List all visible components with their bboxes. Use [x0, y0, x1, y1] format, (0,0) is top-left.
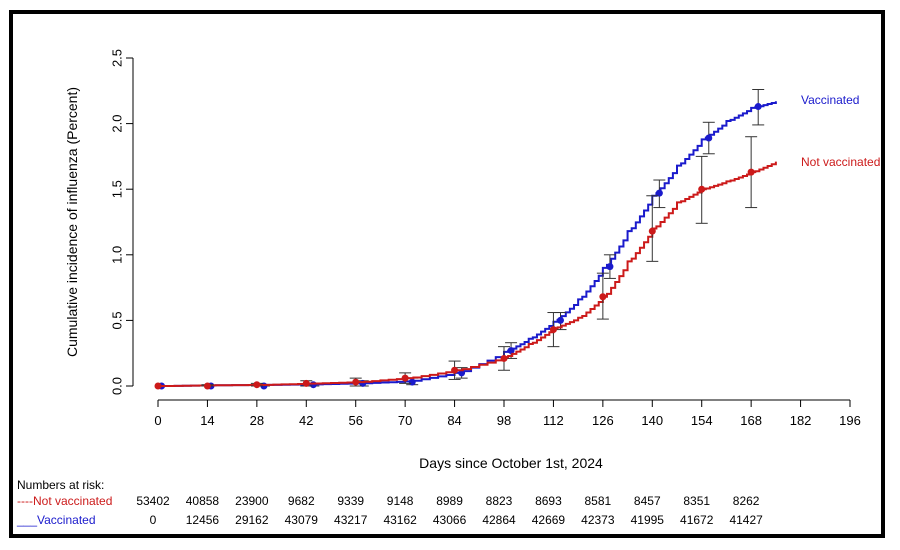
risk-value: 8823 — [485, 494, 513, 508]
x-tick-label: 14 — [200, 413, 214, 428]
not-vaccinated-marker — [154, 382, 162, 390]
risk-value: 23900 — [235, 494, 269, 508]
y-tick-label: 1.0 — [109, 246, 124, 264]
risk-value: 0 — [149, 513, 157, 527]
risk-value: 8989 — [436, 494, 463, 508]
risk-value: 42669 — [531, 513, 566, 527]
x-tick-label: 42 — [299, 413, 313, 428]
y-tick-label: 2.0 — [109, 115, 124, 133]
risk-value: 9148 — [386, 494, 414, 508]
risk-row-label-vaccinated: ___Vaccinated — [17, 513, 96, 527]
not-vaccinated-marker — [747, 168, 755, 176]
risk-value: 40858 — [185, 494, 220, 508]
risk-value: 8581 — [584, 494, 612, 508]
figure-frame — [9, 10, 885, 538]
risk-value: 43066 — [432, 513, 467, 527]
risk-table-title: Numbers at risk: — [17, 478, 105, 492]
risk-value: 12456 — [185, 513, 220, 527]
vaccinated-marker — [705, 134, 713, 142]
vaccinated-marker — [408, 378, 416, 386]
x-tick-label: 126 — [592, 413, 614, 428]
x-axis-label: Days since October 1st, 2024 — [419, 455, 603, 471]
vaccinated-line-label: Vaccinated — [801, 93, 859, 107]
not-vaccinated-marker — [352, 378, 360, 386]
risk-value: 9682 — [287, 494, 315, 508]
risk-value: 8693 — [535, 494, 562, 508]
vaccinated-marker — [655, 189, 663, 197]
not-vaccinated-marker — [648, 227, 656, 235]
x-tick-label: 70 — [398, 413, 412, 428]
risk-value: 29162 — [235, 513, 269, 527]
vaccinated-marker — [606, 263, 614, 271]
vaccinated-line — [158, 101, 777, 387]
not-vaccinated-marker — [203, 382, 211, 390]
x-tick-label: 168 — [740, 413, 762, 428]
x-tick-label: 154 — [691, 413, 713, 428]
vaccinated-marker — [754, 103, 762, 111]
x-tick-label: 0 — [154, 413, 161, 428]
not-vaccinated-line-label: Not vaccinated — [801, 155, 880, 169]
risk-value: 42864 — [482, 513, 516, 527]
risk-value: 8351 — [683, 494, 711, 508]
risk-value: 41672 — [680, 513, 714, 527]
not-vaccinated-marker — [698, 185, 706, 193]
risk-value: 8457 — [633, 494, 661, 508]
risk-value: 43217 — [334, 513, 368, 527]
vaccinated-marker — [507, 347, 515, 355]
x-tick-label: 140 — [641, 413, 663, 428]
x-tick-label: 182 — [790, 413, 812, 428]
vaccinated-marker — [309, 381, 317, 389]
y-tick-label: 2.5 — [109, 49, 124, 67]
vaccinated-marker — [556, 316, 564, 324]
risk-value: 43079 — [284, 513, 318, 527]
not-vaccinated-marker — [599, 293, 607, 301]
risk-value: 53402 — [136, 494, 170, 508]
y-tick-label: 0.0 — [109, 377, 124, 395]
risk-value: 41427 — [729, 513, 763, 527]
risk-value: 9339 — [337, 494, 365, 508]
not-vaccinated-marker — [253, 381, 261, 389]
risk-value: 43162 — [383, 513, 417, 527]
x-tick-label: 196 — [839, 413, 861, 428]
not-vaccinated-marker — [401, 374, 409, 382]
not-vaccinated-marker — [302, 379, 310, 387]
risk-value: 41995 — [630, 513, 664, 527]
x-tick-label: 112 — [543, 413, 564, 428]
risk-value: 8262 — [732, 494, 760, 508]
not-vaccinated-marker — [549, 326, 557, 334]
risk-value: 42373 — [581, 513, 615, 527]
not-vaccinated-marker — [451, 366, 459, 374]
not-vaccinated-marker — [500, 354, 508, 362]
x-tick-label: 98 — [497, 413, 511, 428]
x-tick-label: 84 — [447, 413, 461, 428]
x-tick-label: 28 — [250, 413, 264, 428]
series-layer — [154, 88, 777, 390]
y-tick-label: 0.5 — [109, 311, 124, 329]
not-vaccinated-line — [158, 161, 777, 387]
axes: 0 14 28 42 56 70 84 98 112 126 140 154 168 182 196 0.0 0… — [109, 49, 860, 428]
risk-row-label-not-vaccinated: ----Not vaccinated — [17, 494, 113, 508]
y-axis-label: Cumulative incidence of influenza (Perce… — [64, 87, 80, 357]
y-tick-label: 1.5 — [109, 180, 124, 198]
x-tick-label: 56 — [348, 413, 362, 428]
